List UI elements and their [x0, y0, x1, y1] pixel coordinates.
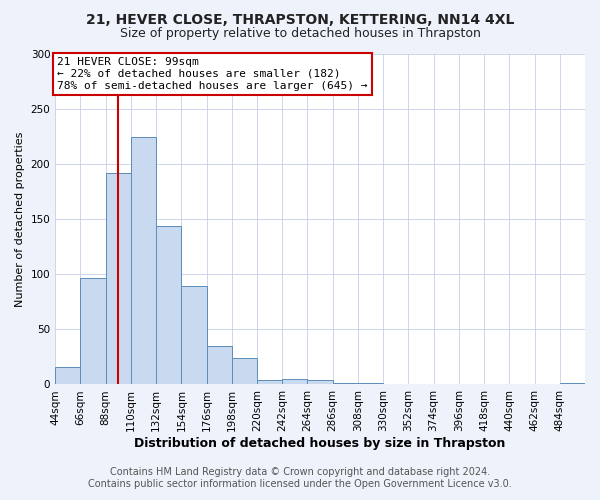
- Bar: [206, 346, 232, 385]
- Bar: [307, 380, 332, 384]
- Y-axis label: Number of detached properties: Number of detached properties: [15, 132, 25, 307]
- Bar: [156, 226, 181, 384]
- Text: Contains HM Land Registry data © Crown copyright and database right 2024.
Contai: Contains HM Land Registry data © Crown c…: [88, 468, 512, 489]
- Bar: [55, 367, 80, 384]
- Bar: [257, 380, 282, 384]
- Bar: [282, 379, 307, 384]
- Text: 21, HEVER CLOSE, THRAPSTON, KETTERING, NN14 4XL: 21, HEVER CLOSE, THRAPSTON, KETTERING, N…: [86, 12, 514, 26]
- Bar: [106, 173, 131, 384]
- Bar: [181, 286, 206, 384]
- Text: Size of property relative to detached houses in Thrapston: Size of property relative to detached ho…: [119, 28, 481, 40]
- X-axis label: Distribution of detached houses by size in Thrapston: Distribution of detached houses by size …: [134, 437, 506, 450]
- Bar: [131, 136, 156, 384]
- Bar: [232, 358, 257, 384]
- Bar: [80, 278, 106, 384]
- Text: 21 HEVER CLOSE: 99sqm
← 22% of detached houses are smaller (182)
78% of semi-det: 21 HEVER CLOSE: 99sqm ← 22% of detached …: [58, 58, 368, 90]
